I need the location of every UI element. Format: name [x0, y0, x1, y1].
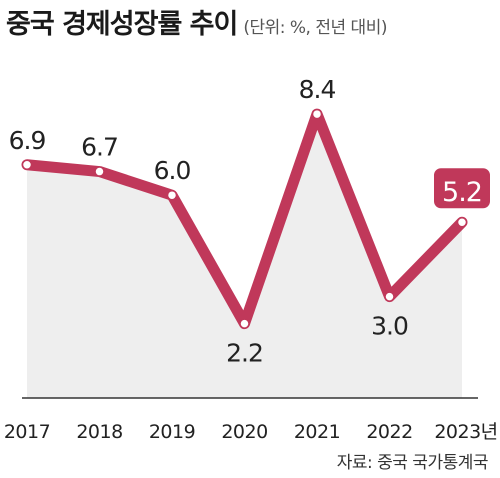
- data-point-2018: [94, 166, 105, 177]
- unit-note: (단위: %, 전년 대비): [243, 18, 387, 38]
- data-label-2018: 6.7: [81, 133, 118, 162]
- data-point-2023년: [456, 216, 468, 228]
- title-row: 중국 경제성장률 추이 (단위: %, 전년 대비): [6, 2, 387, 41]
- point-layer: [21, 108, 468, 329]
- x-tick-label-6: 2023년: [434, 421, 497, 443]
- x-tick-label-5: 2022: [366, 421, 412, 443]
- data-point-2020: [239, 318, 250, 329]
- highlight-label-bg: [434, 168, 490, 209]
- chart-title: 중국 경제성장률 추이: [6, 9, 238, 40]
- label-layer: 6.9 6.7 6.0 2.2 8.4 3.0 5.2: [9, 75, 490, 368]
- data-point-2017: [21, 159, 33, 171]
- x-tick-label-1: 2018: [76, 421, 122, 443]
- data-point-2022: [384, 291, 395, 302]
- data-label-2022: 3.0: [371, 312, 408, 341]
- source-note: 자료: 중국 국가통계국: [336, 453, 489, 473]
- data-label-2020: 2.2: [226, 339, 263, 368]
- data-point-2021: [311, 108, 323, 120]
- tick-layer: 2017 2018 2019 2020 2021 2022 2023년: [4, 421, 498, 443]
- data-label-2021: 8.4: [299, 75, 336, 104]
- x-tick-label-3: 2020: [221, 421, 267, 443]
- x-tick-label-0: 2017: [4, 421, 50, 443]
- x-tick-label-2: 2019: [149, 421, 195, 443]
- data-point-2019: [166, 189, 178, 201]
- data-label-2017: 6.9: [9, 126, 46, 155]
- data-label-2023년: 5.2: [442, 177, 482, 208]
- data-label-2019: 6.0: [154, 156, 191, 185]
- x-tick-label-4: 2021: [294, 421, 340, 443]
